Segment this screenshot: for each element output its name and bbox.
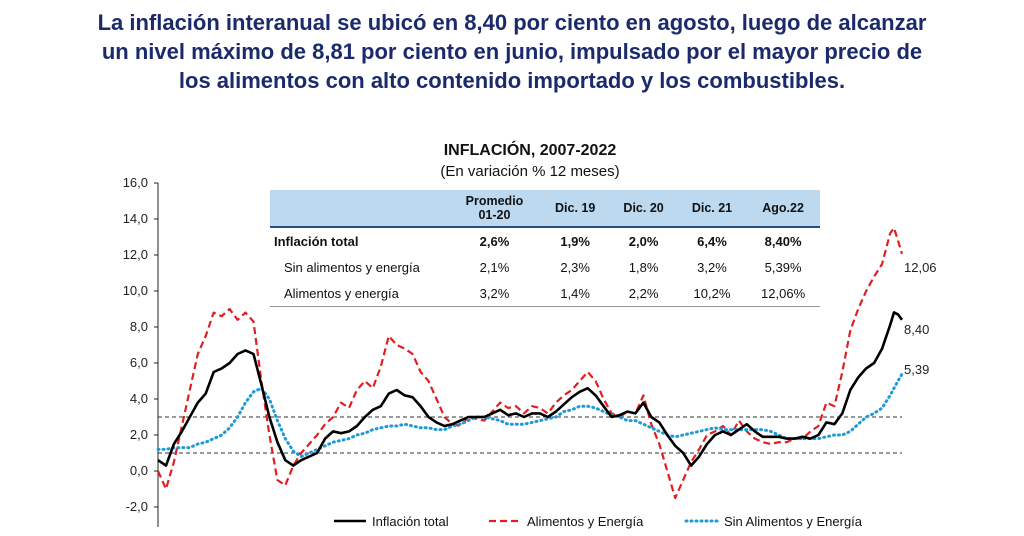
- y-tick-label: 8,0: [130, 319, 148, 334]
- end-label-total: 8,40: [904, 322, 929, 337]
- row-label: Sin alimentos y energía: [284, 259, 420, 275]
- summary-table: Promedio 01-20 Dic. 19 Dic. 20 Dic. 21 Ag…: [270, 190, 820, 307]
- table-row: Alimentos y energía 3,2% 1,4% 2,2% 10,2%…: [270, 280, 820, 307]
- series-lines: [156, 226, 904, 500]
- end-label-food: 12,06: [904, 260, 937, 275]
- table-cell: 1,8%: [628, 259, 659, 275]
- headline-line-2: un nivel máximo de 8,81 por ciento en ju…: [101, 39, 923, 64]
- y-tick-label: -2,0: [126, 499, 148, 514]
- row-label: Inflación total: [270, 226, 448, 254]
- series-line-food: [156, 226, 904, 500]
- y-tick-label: 0,0: [130, 463, 148, 478]
- table-header-promedio: Promedio 01-20: [448, 190, 541, 227]
- table-cell: 2,2%: [609, 280, 678, 307]
- y-tick-label: 10,0: [123, 283, 148, 298]
- y-tick-label: 6,0: [130, 355, 148, 370]
- reference-lines: [158, 416, 902, 454]
- y-tick-label: 12,0: [123, 247, 148, 262]
- table-cell: 1,9%: [540, 226, 610, 254]
- legend-label-food: Alimentos y Energía: [527, 514, 644, 529]
- table-row: Inflación total 2,6% 1,9% 2,0% 6,4% 8,40…: [270, 226, 820, 254]
- table-cell: 2,6%: [448, 226, 541, 254]
- table-cell: 2,3%: [560, 259, 590, 275]
- legend: Inflación total Alimentos y Energía Sin …: [334, 514, 863, 529]
- table-cell: 2,1%: [479, 259, 510, 275]
- legend-label-core: Sin Alimentos y Energía: [724, 514, 863, 529]
- table-cell: 10,2%: [677, 280, 747, 307]
- legend-label-total: Inflación total: [372, 514, 449, 529]
- headline-line-3: los alimentos con alto contenido importa…: [178, 68, 846, 93]
- series-line-total: [157, 311, 904, 467]
- y-tick-label: 14,0: [123, 211, 148, 226]
- table-header-row: Promedio 01-20 Dic. 19 Dic. 20 Dic. 21 Ag…: [270, 190, 820, 227]
- chart-subtitle: (En variación % 12 meses): [440, 163, 619, 180]
- table-cell: 6,4%: [677, 226, 747, 254]
- headline: La inflación interanual se ubicó en 8,40…: [0, 8, 1024, 95]
- headline-line-1: La inflación interanual se ubicó en 8,40…: [97, 10, 927, 35]
- table-cell: 3,2%: [448, 280, 541, 307]
- end-label-core: 5,39: [904, 362, 929, 377]
- y-tick-label: 2,0: [130, 427, 148, 442]
- table-header-dic20: Dic. 20: [609, 190, 678, 227]
- header-promedio-line2: 01-20: [478, 208, 511, 222]
- table-header-dic21: Dic. 21: [677, 190, 747, 227]
- chart-title: INFLACIÓN, 2007-2022: [444, 140, 617, 159]
- table-cell: 1,4%: [540, 280, 610, 307]
- table-cell: 2,0%: [609, 226, 678, 254]
- y-axis: 16,0 14,0 12,0 10,0 8,0 6,0 4,0 2,0 0,0 -2,0: [123, 175, 159, 527]
- table-header-ago22: Ago.22: [746, 190, 820, 227]
- table-cell: 8,40%: [746, 226, 820, 254]
- table-header-dic19: Dic. 19: [540, 190, 610, 227]
- y-tick-label: 4,0: [130, 391, 148, 406]
- table-row: Sin alimentos y energía 2,1% 2,3% 1,8% 3…: [270, 254, 820, 280]
- table-cell: 3,2%: [697, 259, 727, 275]
- row-label: Alimentos y energía: [270, 280, 448, 307]
- y-tick-label: 16,0: [123, 175, 148, 190]
- table-cell: 5,39%: [764, 259, 802, 275]
- table-header-blank: [270, 190, 448, 227]
- table-cell: 12,06%: [746, 280, 820, 307]
- header-promedio-line1: Promedio: [465, 194, 524, 208]
- end-labels: 12,06 8,40 5,39: [904, 260, 937, 377]
